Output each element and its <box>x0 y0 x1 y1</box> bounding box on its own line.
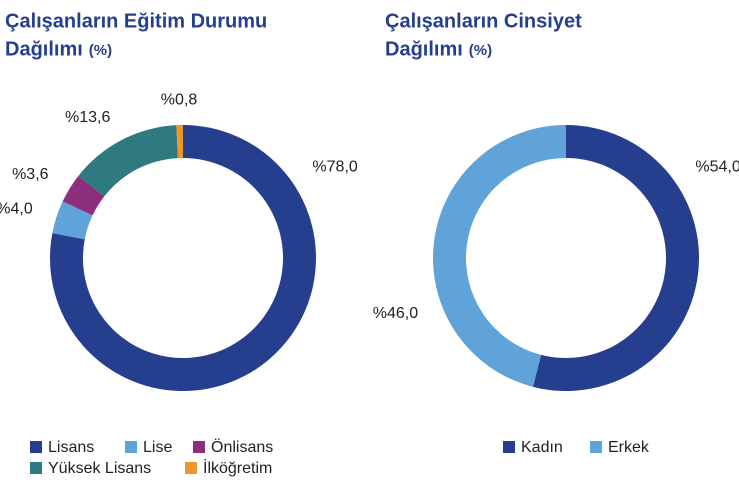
data-label: %0,8 <box>161 91 198 108</box>
legend-swatch <box>125 441 137 453</box>
donut-segment <box>78 125 178 197</box>
chart-title-unit: (%) <box>89 42 112 59</box>
legend-swatch <box>193 441 205 453</box>
chart-title: Çalışanların Cinsiyet <box>385 10 582 32</box>
legend-label: Lisans <box>48 439 94 456</box>
data-label: %13,6 <box>65 109 110 126</box>
chart-title: Dağılımı <box>5 38 83 60</box>
legend-label: Lise <box>143 439 172 456</box>
donut-segment <box>176 125 183 159</box>
legend-label: Erkek <box>608 439 650 456</box>
legend-label: Yüksek Lisans <box>48 460 151 477</box>
donut-segment <box>532 125 699 391</box>
legend-label: Önlisans <box>211 438 273 456</box>
donut-segment <box>432 125 566 387</box>
donut-segment <box>52 201 93 240</box>
data-label: %4,0 <box>0 200 33 217</box>
legend-swatch <box>185 462 197 474</box>
data-label: %78,0 <box>312 159 357 176</box>
chart-title: Dağılımı <box>385 38 463 60</box>
legend-label: Kadın <box>521 439 563 456</box>
data-label: %54,0 <box>695 159 739 176</box>
legend-swatch <box>30 441 42 453</box>
legend-label: İlköğretim <box>203 458 272 477</box>
donut-segment <box>62 175 105 216</box>
data-label: %3,6 <box>12 166 49 183</box>
data-label: %46,0 <box>373 305 418 322</box>
legend-swatch <box>503 441 515 453</box>
legend-swatch <box>590 441 602 453</box>
chart-title-unit: (%) <box>469 42 492 59</box>
legend-swatch <box>30 462 42 474</box>
chart-title: Çalışanların Eğitim Durumu <box>5 10 267 32</box>
